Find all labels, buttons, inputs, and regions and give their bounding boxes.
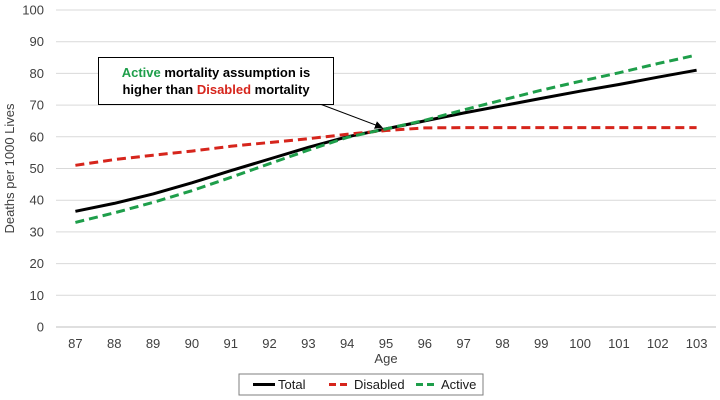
x-axis-title: Age	[374, 351, 397, 366]
y-tick-label: 20	[30, 256, 44, 271]
gridlines	[56, 9, 716, 296]
series-line-disabled	[75, 126, 697, 167]
y-tick-label: 90	[30, 34, 44, 49]
x-axis-ticks: 87 88 89 90 91 92 93 94 95 96 97 98 99 100 101 102 103	[68, 336, 707, 351]
y-axis-title: Deaths per 1000 Lives	[2, 103, 17, 234]
x-tick-label: 90	[185, 336, 199, 351]
x-tick-label: 97	[456, 336, 470, 351]
annotation-text-3: mortality	[251, 82, 310, 97]
annotation-callout: Active mortality assumption is higher th…	[98, 57, 334, 105]
series-lines	[75, 53, 697, 224]
x-tick-label: 93	[301, 336, 315, 351]
x-tick-label: 92	[262, 336, 276, 351]
y-tick-label: 40	[30, 193, 44, 208]
x-tick-label: 101	[608, 336, 630, 351]
x-tick-label: 102	[647, 336, 669, 351]
legend-label-total: Total	[278, 377, 306, 392]
legend-label-disabled: Disabled	[354, 377, 405, 392]
y-tick-label: 100	[22, 3, 44, 18]
y-tick-label: 0	[37, 320, 44, 335]
annotation-disabled-word: Disabled	[196, 82, 252, 97]
x-tick-label: 95	[379, 336, 393, 351]
x-tick-label: 87	[68, 336, 82, 351]
x-tick-label: 103	[686, 336, 708, 351]
annotation-text-1: mortality assumption is	[160, 65, 311, 80]
y-axis-ticks: 0 10 20 30 40 50 60 70 80 90 100	[22, 3, 44, 335]
annotation-line-2: higher than Disabled mortality	[99, 81, 333, 98]
series-line-active	[75, 53, 697, 224]
legend-items: Total Disabled Active	[253, 377, 476, 392]
x-tick-label: 89	[146, 336, 160, 351]
y-tick-label: 30	[30, 224, 44, 239]
x-tick-label: 100	[569, 336, 591, 351]
legend-label-active: Active	[441, 377, 476, 392]
x-tick-label: 88	[107, 336, 121, 351]
x-tick-label: 94	[340, 336, 354, 351]
x-tick-label: 99	[534, 336, 548, 351]
annotation-arrow	[319, 103, 383, 129]
annotation-active-word: Active	[121, 65, 161, 80]
annotation-text-2: higher than	[122, 82, 197, 97]
x-tick-label: 96	[418, 336, 432, 351]
x-tick-label: 91	[223, 336, 237, 351]
annotation-line-1: Active mortality assumption is	[99, 64, 333, 81]
y-tick-label: 10	[30, 288, 44, 303]
y-tick-label: 80	[30, 66, 44, 81]
y-tick-label: 50	[30, 161, 44, 176]
legend	[238, 373, 484, 396]
x-tick-label: 98	[495, 336, 509, 351]
y-tick-label: 60	[30, 129, 44, 144]
y-tick-label: 70	[30, 98, 44, 113]
